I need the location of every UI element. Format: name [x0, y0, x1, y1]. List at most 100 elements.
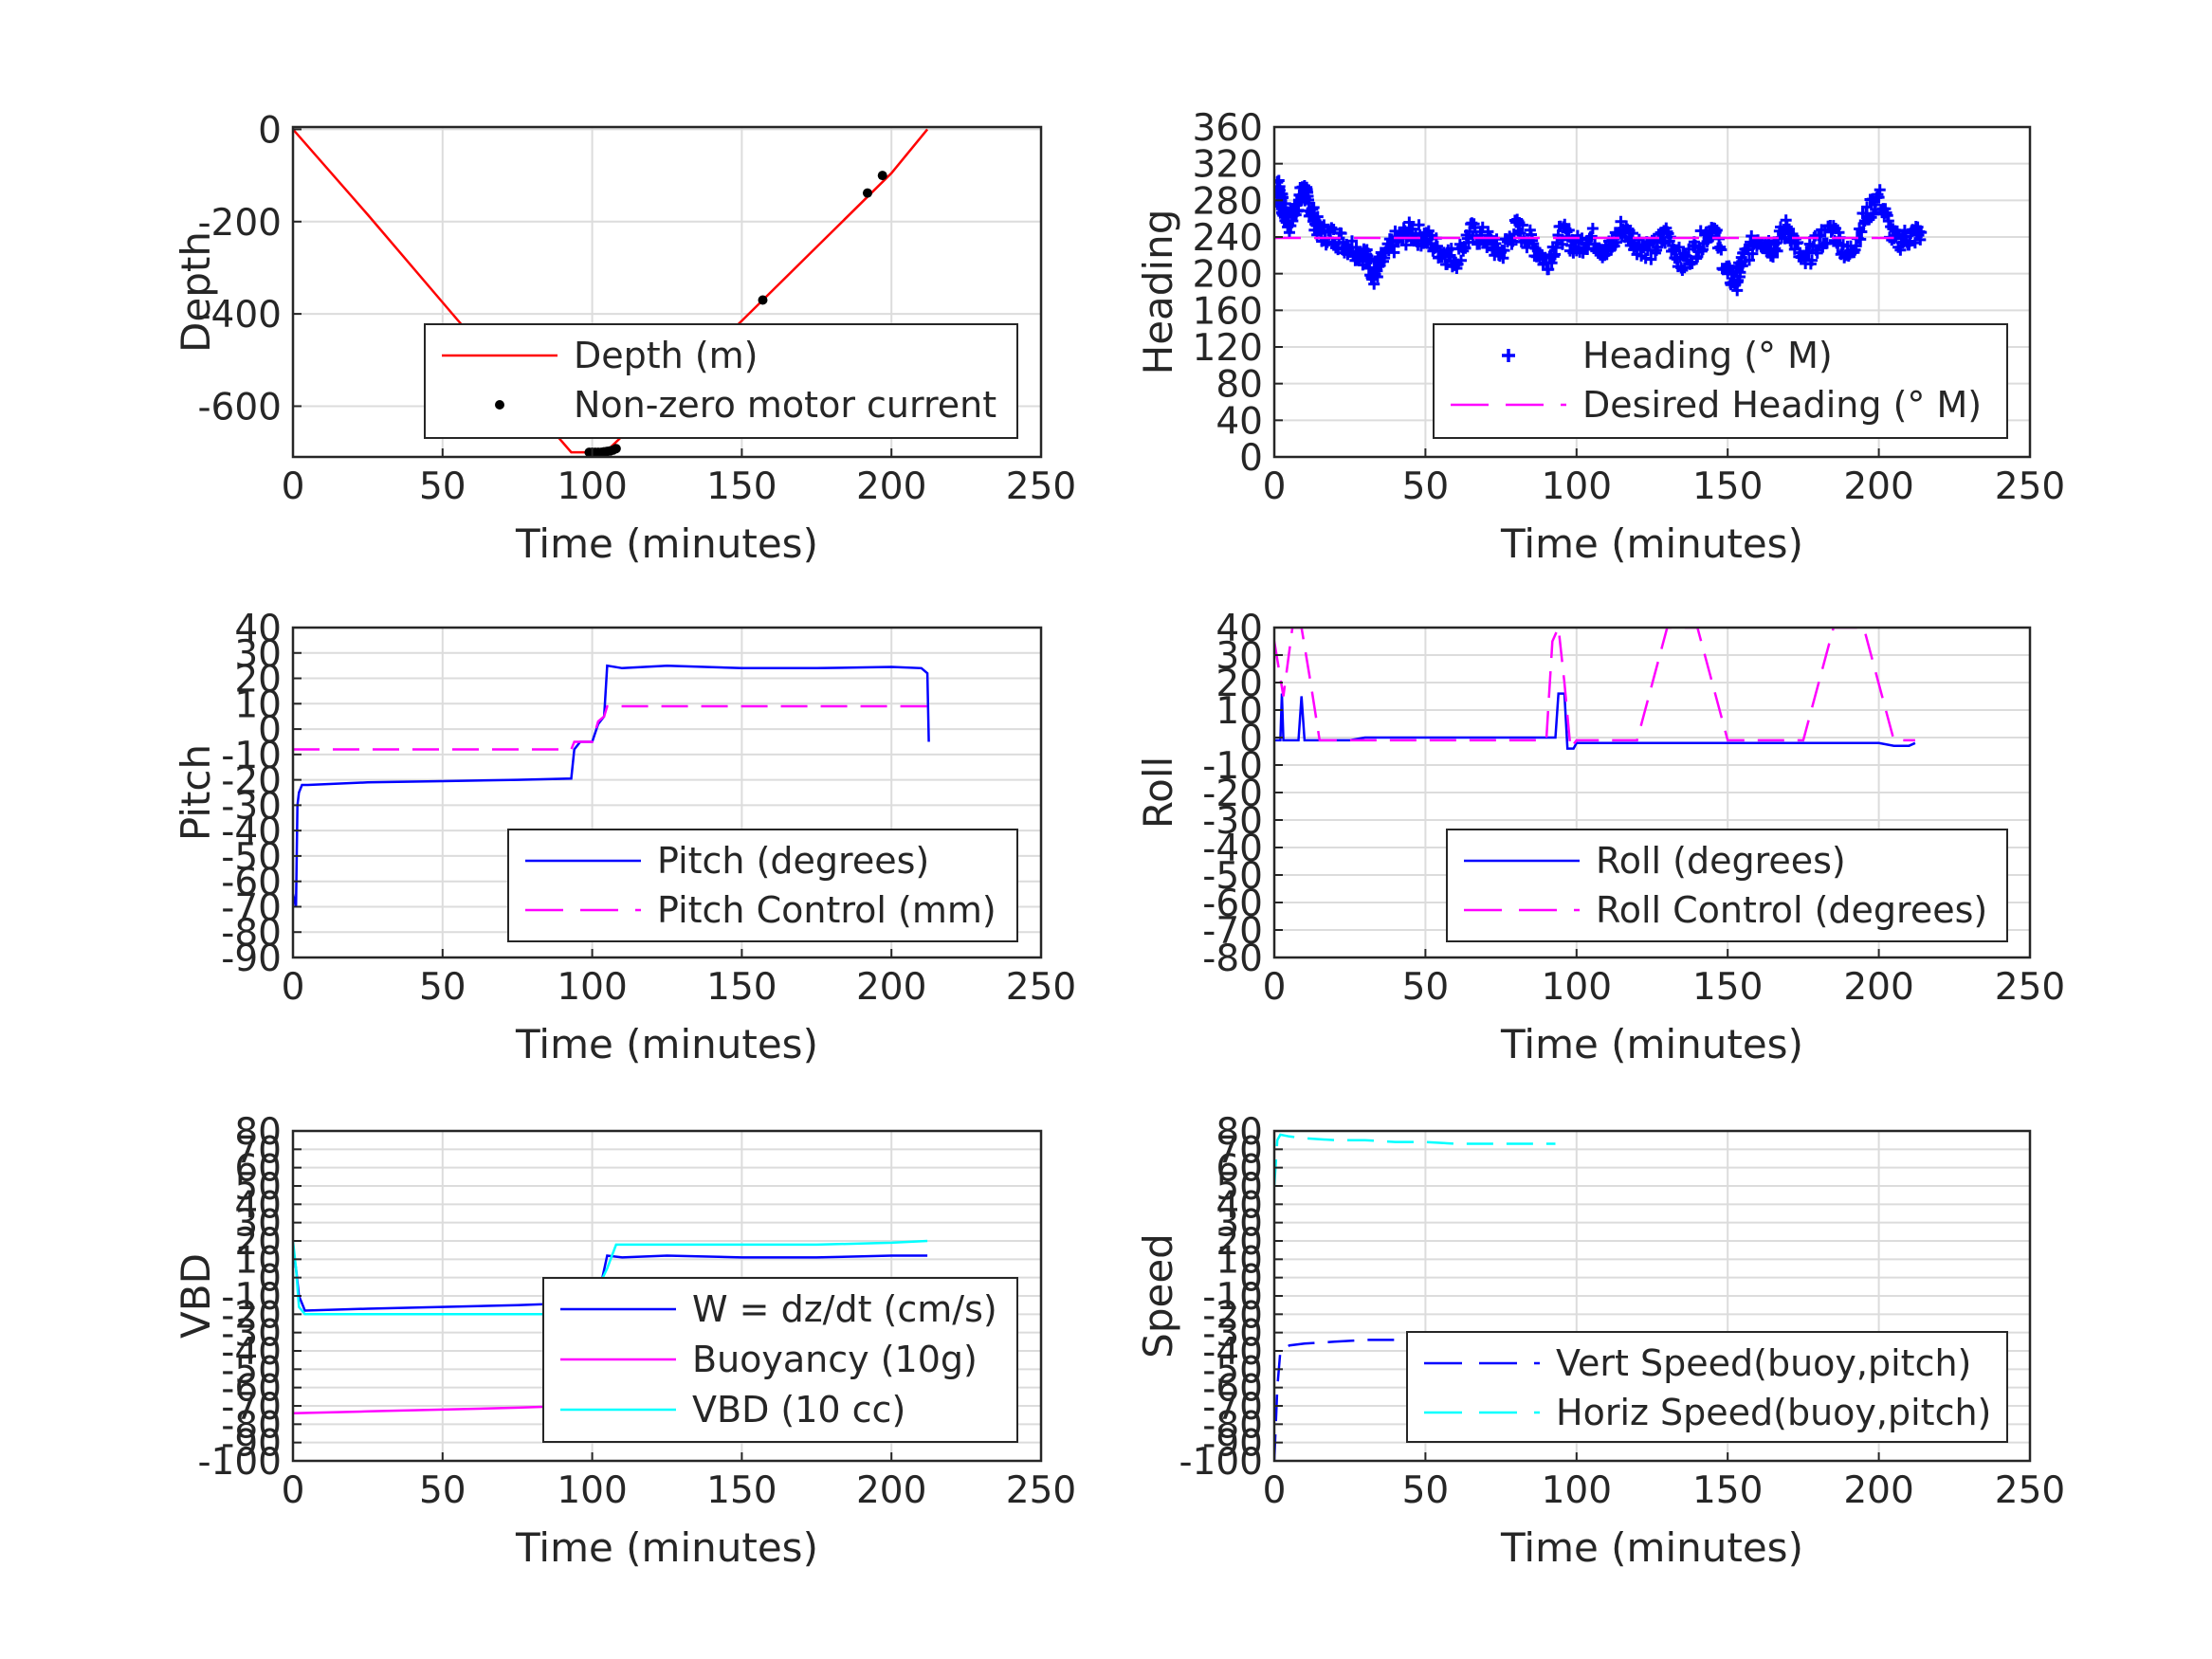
- heading-x-tick-label: 100: [1542, 465, 1612, 508]
- heading-series-0-marker: [1371, 270, 1383, 283]
- vbd-y-tick-label: 30: [234, 1203, 282, 1246]
- heading-series-0-marker: [1277, 191, 1289, 204]
- speed-y-tick-label: -100: [1179, 1441, 1263, 1484]
- heading-series-0-marker: [1545, 257, 1558, 269]
- depth-panel: 0 50 100 150 200 250 0 -200 -400 -600 Time (minute…: [173, 109, 1076, 567]
- depth-x-tick-label: 150: [706, 465, 777, 508]
- roll-y-axis-label: Roll: [1135, 757, 1181, 829]
- heading-series-0-marker: [1325, 222, 1338, 234]
- pitch-x-tick-label: 0: [282, 966, 305, 1009]
- vbd-y-tick-label: -30: [221, 1313, 282, 1356]
- heading-series-0-marker: [1645, 253, 1657, 265]
- heading-y-tick-label: 120: [1193, 327, 1263, 370]
- roll-y-tick-label: -80: [1202, 938, 1263, 980]
- heading-x-tick-label: 50: [1402, 465, 1450, 508]
- heading-series-0-marker: [1715, 244, 1728, 256]
- depth-y-axis-label: Depth: [173, 231, 219, 353]
- heading-series-0-marker: [1673, 241, 1685, 253]
- speed-y-tick-label: 20: [1216, 1221, 1263, 1264]
- vbd-y-tick-label: -60: [221, 1368, 282, 1411]
- heading-series-0-marker: [1771, 245, 1783, 257]
- speed-y-tick-label: 60: [1216, 1148, 1263, 1191]
- speed-legend-label: Vert Speed(buoy,pitch): [1556, 1342, 1971, 1384]
- heading-series-0-marker: [1413, 219, 1425, 231]
- vbd-x-tick-label: 200: [856, 1469, 926, 1512]
- heading-series-0-marker: [1462, 236, 1474, 248]
- vbd-panel: 0 50 100 150 200 250-100-90-80-70-60-50-40-30…: [173, 1111, 1076, 1571]
- heading-legend-box: [1433, 323, 2008, 439]
- pitch-x-tick-label: 150: [706, 966, 777, 1009]
- depth-x-tick-label: 100: [557, 465, 627, 508]
- depth-legend-box: [424, 323, 1018, 439]
- heading-series-0-marker: [1874, 184, 1886, 196]
- heading-legend-label: Desired Heading (° M): [1582, 384, 1982, 426]
- depth-y-tick-label: -600: [197, 386, 282, 428]
- speed-y-tick-label: -90: [1202, 1423, 1263, 1466]
- pitch-y-tick-label: -70: [221, 886, 282, 929]
- roll-x-tick-label: 150: [1692, 966, 1763, 1009]
- pitch-y-tick-label: -40: [221, 811, 282, 853]
- heading-y-tick-label: 240: [1193, 217, 1263, 260]
- speed-y-tick-label: 50: [1216, 1166, 1263, 1209]
- roll-series-0-line: [1274, 692, 1916, 750]
- heading-series-0-marker: [1454, 254, 1467, 266]
- vbd-y-tick-label: -90: [221, 1423, 282, 1466]
- heading-series-0-marker: [1861, 201, 1874, 213]
- heading-legend-swatch: [1502, 349, 1515, 362]
- heading-x-tick-label: 0: [1263, 465, 1287, 508]
- vbd-x-tick-label: 250: [1006, 1469, 1076, 1512]
- speed-y-tick-label: 0: [1239, 1258, 1263, 1301]
- vbd-y-tick-label: -40: [221, 1331, 282, 1374]
- speed-y-tick-label: -80: [1202, 1404, 1263, 1447]
- pitch-y-tick-label: -80: [221, 912, 282, 955]
- pitch-y-axis-label: Pitch: [173, 744, 219, 841]
- heading-series-0-marker: [1459, 242, 1472, 254]
- heading-y-tick-label: 360: [1193, 107, 1263, 150]
- depth-legend-label: Depth (m): [574, 335, 759, 376]
- depth-series-1-point: [758, 295, 768, 305]
- heading-series-0-marker: [1767, 251, 1780, 264]
- vbd-y-tick-label: 20: [234, 1221, 282, 1264]
- roll-y-tick-label: -10: [1202, 745, 1263, 788]
- heading-y-tick-label: 0: [1239, 437, 1263, 480]
- speed-y-tick-label: -10: [1202, 1276, 1263, 1319]
- vbd-legend-label: Buoyancy (10g): [692, 1339, 978, 1380]
- heading-axes-box: [1272, 125, 2032, 459]
- pitch-x-axis-label: Time (minutes): [515, 1021, 818, 1067]
- roll-y-tick-label: -20: [1202, 773, 1263, 815]
- speed-x-tick-label: 200: [1843, 1469, 1913, 1512]
- depth-legend-swatch: [495, 400, 504, 410]
- heading-series-0-marker: [1586, 222, 1599, 234]
- heading-legend: Heading (° M) Desired Heading (° M): [1433, 323, 2008, 439]
- heading-y-tick-label: 200: [1193, 254, 1263, 297]
- heading-y-tick-label: 40: [1216, 400, 1263, 443]
- heading-y-tick-label: 80: [1216, 364, 1263, 407]
- heading-series-0-marker: [1710, 224, 1723, 236]
- speed-y-tick-label: 40: [1216, 1184, 1263, 1227]
- vbd-x-tick-label: 0: [282, 1469, 305, 1512]
- speed-y-tick-label: -70: [1202, 1386, 1263, 1429]
- roll-y-tick-label: -70: [1202, 910, 1263, 953]
- heading-legend-label: Heading (° M): [1582, 335, 1833, 376]
- roll-x-tick-label: 50: [1402, 966, 1450, 1009]
- pitch-y-tick-label: 10: [234, 684, 282, 726]
- heading-series-0-marker: [1345, 235, 1358, 247]
- heading-series-0-marker: [1736, 260, 1748, 272]
- speed-x-tick-label: 250: [1995, 1469, 2065, 1512]
- roll-y-tick-label: 0: [1239, 718, 1263, 760]
- pitch-legend-label: Pitch Control (mm): [657, 889, 996, 931]
- pitch-panel: 0 50 100 150 200 250-90-80-70-60-50-40-30-20-…: [173, 608, 1076, 1067]
- speed-x-tick-label: 0: [1263, 1469, 1287, 1512]
- roll-y-tick-label: 40: [1216, 608, 1263, 650]
- heading-y-axis-label: Heading: [1135, 210, 1181, 375]
- heading-series-0-marker: [1882, 215, 1894, 228]
- pitch-series-group: [293, 664, 930, 907]
- heading-x-axis-label: Time (minutes): [1500, 520, 1803, 567]
- speed-legend: Vert Speed(buoy,pitch) Horiz Speed(buoy,p…: [1406, 1331, 2008, 1443]
- vbd-y-tick-label: 0: [258, 1258, 282, 1301]
- pitch-x-tick-label: 50: [419, 966, 466, 1009]
- roll-y-tick-label: -30: [1202, 800, 1263, 843]
- vbd-y-tick-label: -50: [221, 1349, 282, 1392]
- depth-series-1-point: [611, 444, 621, 454]
- vbd-y-tick-label: -20: [221, 1294, 282, 1337]
